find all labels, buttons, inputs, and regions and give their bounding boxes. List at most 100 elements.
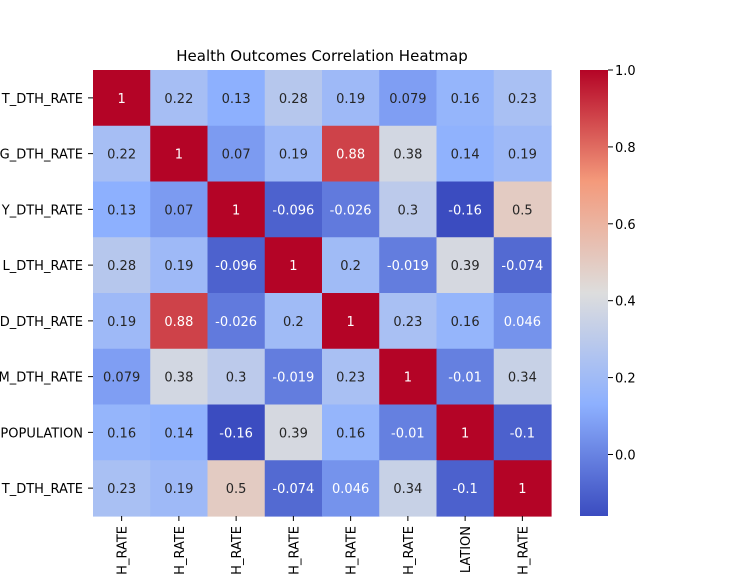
row-label: POPULATION — [0, 426, 83, 441]
heatmap-cell — [264, 348, 323, 406]
cell-value-label: 0.5 — [226, 482, 247, 497]
cell-value-label: 1 — [232, 203, 240, 218]
heatmap-cell — [436, 181, 495, 238]
heatmap-cell — [264, 404, 323, 461]
heatmap-cell — [436, 404, 495, 461]
cell-value-label: 1 — [518, 482, 526, 497]
cell-value-label: 0.22 — [107, 148, 136, 163]
heatmap-cell — [493, 293, 552, 350]
cell-value-label: -0.074 — [272, 482, 314, 497]
heatmap-cell — [93, 404, 151, 461]
cell-value-label: 1 — [346, 315, 354, 330]
heatmap-cell — [150, 70, 209, 127]
heatmap-cell — [207, 404, 266, 461]
heatmap-cell — [93, 237, 151, 294]
row-label: T_DTH_RATE — [1, 482, 83, 497]
chart-title: Health Outcomes Correlation Heatmap — [176, 47, 467, 65]
column-label: H_RATE — [345, 526, 360, 575]
row-label: G_DTH_RATE — [0, 148, 83, 163]
heatmap-cell — [207, 293, 266, 350]
cell-value-label: -0.096 — [272, 203, 314, 218]
colorbar — [580, 70, 608, 516]
cell-value-label: -0.16 — [448, 203, 482, 218]
heatmap-cell — [379, 348, 438, 406]
heatmap-cell — [322, 460, 380, 517]
heatmap-cell — [322, 348, 380, 406]
cell-value-label: 0.079 — [103, 371, 140, 386]
cell-value-label: 0.16 — [451, 315, 480, 330]
heatmap-cell — [207, 460, 266, 517]
cell-value-label: -0.01 — [448, 371, 482, 386]
heatmap-cell — [493, 181, 552, 238]
colorbar-tick-label: 0.6 — [615, 218, 636, 233]
cell-value-label: 0.14 — [164, 426, 193, 441]
colorbar-tick-label: 0.0 — [615, 448, 636, 463]
cell-value-label: -0.16 — [219, 426, 253, 441]
heatmap-cell — [379, 460, 438, 517]
heatmap-cell — [150, 181, 209, 238]
heatmap-cell — [493, 70, 552, 127]
heatmap-cell — [93, 125, 151, 183]
cell-value-label: 0.34 — [393, 482, 422, 497]
heatmap-cell — [264, 70, 323, 127]
column-label: H_RATE — [173, 526, 188, 575]
cell-value-label: -0.026 — [330, 203, 372, 218]
cell-value-label: 0.39 — [451, 259, 480, 274]
heatmap-cell — [493, 125, 552, 183]
column-label: H_RATE — [116, 526, 131, 575]
cell-value-label: 0.34 — [508, 371, 537, 386]
heatmap-cell — [436, 125, 495, 183]
heatmap-cell — [93, 181, 151, 238]
heatmap-cell — [93, 460, 151, 517]
heatmap-cell — [322, 181, 380, 238]
heatmap-cell — [150, 348, 209, 406]
cell-value-label: 0.046 — [504, 315, 541, 330]
heatmap-cell — [264, 125, 323, 183]
heatmap-cell — [150, 293, 209, 350]
cell-value-label: 0.23 — [107, 482, 136, 497]
heatmap-cell — [493, 237, 552, 294]
cell-value-label: 0.16 — [107, 426, 136, 441]
cell-value-label: -0.019 — [272, 371, 314, 386]
colorbar-tick-label: 1.0 — [615, 64, 636, 79]
row-labels: T_DTH_RATE G_DTH_RATE Y_DTH_RATE L_DTH_RATE… — [0, 92, 93, 497]
cell-value-label: 0.13 — [107, 203, 136, 218]
heatmap-cell — [93, 293, 151, 350]
row-label: T_DTH_RATE — [1, 92, 83, 107]
heatmap-cell — [150, 404, 209, 461]
row-label: D_DTH_RATE — [0, 315, 83, 330]
heatmap-cell — [322, 70, 380, 127]
heatmap-cell — [493, 404, 552, 461]
cell-value-label: 0.5 — [512, 203, 533, 218]
heatmap-cell — [436, 237, 495, 294]
heatmap-cell — [264, 460, 323, 517]
heatmap-cell — [436, 460, 495, 517]
heatmap-cell — [379, 293, 438, 350]
heatmap-cell — [322, 404, 380, 461]
cell-value-label: 0.2 — [340, 259, 361, 274]
cell-value-label: 0.23 — [336, 371, 365, 386]
cell-value-label: 0.14 — [451, 148, 480, 163]
heatmap-cell — [264, 181, 323, 238]
cell-value-label: -0.026 — [215, 315, 257, 330]
cell-value-label: -0.019 — [387, 259, 429, 274]
cell-value-label: 0.38 — [164, 371, 193, 386]
cell-value-label: 0.3 — [398, 203, 419, 218]
cell-value-label: 1 — [461, 426, 469, 441]
heatmap-cell — [207, 70, 266, 127]
column-label: H_RATE — [402, 526, 417, 575]
heatmap-cell — [93, 70, 151, 127]
cell-value-label: -0.096 — [215, 259, 257, 274]
colorbar-tick-label: 0.4 — [615, 295, 636, 310]
heatmap-cell — [379, 181, 438, 238]
heatmap-cell — [150, 237, 209, 294]
cell-value-label: -0.1 — [452, 482, 477, 497]
cell-value-label: 0.19 — [164, 259, 193, 274]
heatmap-cell — [264, 293, 323, 350]
heatmap-cell — [264, 237, 323, 294]
cell-value-label: 0.079 — [389, 92, 426, 107]
cell-value-label: 0.39 — [279, 426, 308, 441]
cell-value-label: 0.19 — [107, 315, 136, 330]
heatmap-cell — [493, 348, 552, 406]
